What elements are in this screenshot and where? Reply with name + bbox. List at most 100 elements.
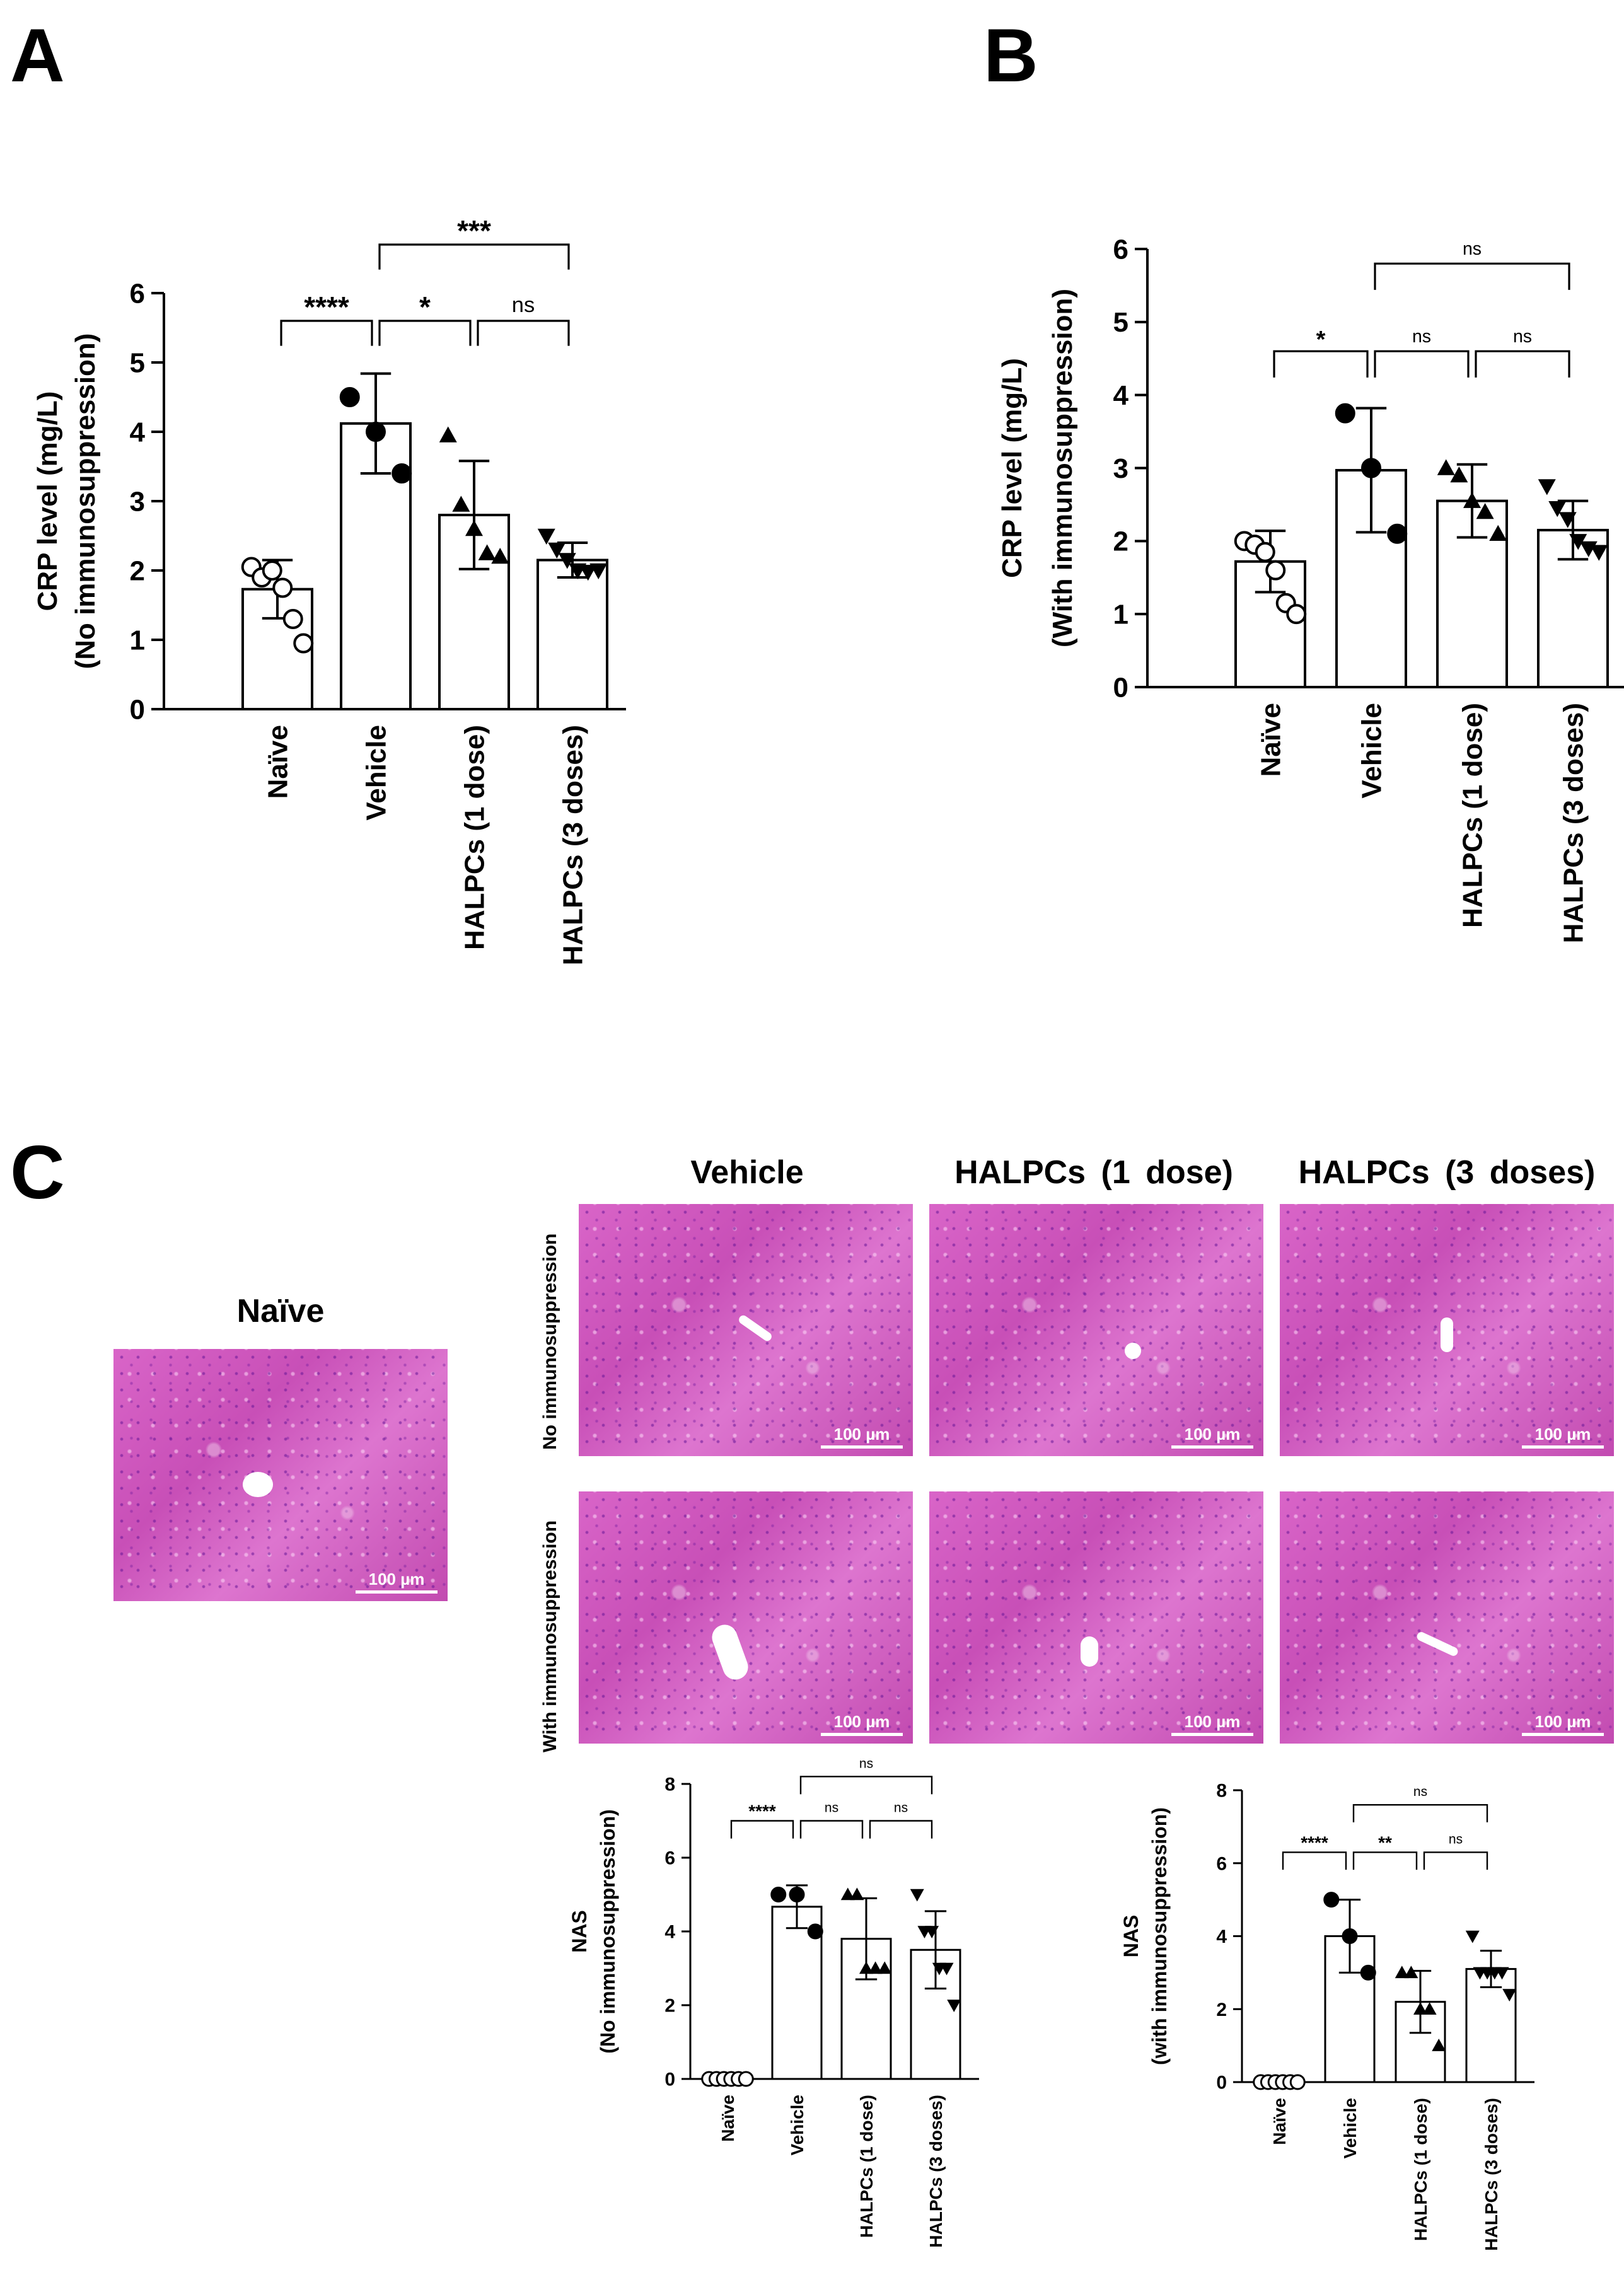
category-label: Vehicle bbox=[361, 725, 392, 821]
scale-bar-label: 100 µm bbox=[833, 1425, 890, 1444]
y-tick-label: 5 bbox=[130, 347, 145, 378]
scale-bar: 100 µm bbox=[821, 1425, 903, 1449]
data-point bbox=[1558, 512, 1577, 528]
panel-label-a: A bbox=[10, 13, 65, 98]
scale-bar-label: 100 µm bbox=[1184, 1712, 1241, 1731]
significance-label: ns bbox=[859, 1756, 873, 1771]
significance-label: ns bbox=[894, 1801, 908, 1815]
y-tick-label: 3 bbox=[1113, 453, 1128, 484]
row-label-with-immunosuppression: With immunosuppression bbox=[540, 1520, 560, 1752]
data-point bbox=[738, 2071, 754, 2087]
data-point bbox=[1489, 524, 1507, 541]
column-title-halpcs-3-doses: HALPCs (3 doses) bbox=[1298, 1154, 1596, 1191]
data-point bbox=[491, 548, 509, 564]
data-point bbox=[1395, 1965, 1409, 1979]
category-label: Vehicle bbox=[787, 2095, 807, 2156]
y-tick-label: 0 bbox=[1216, 2073, 1227, 2093]
significance-bracket bbox=[378, 320, 472, 346]
category-label: Vehicle bbox=[1340, 2098, 1360, 2159]
category-label: HALPCs (3 doses) bbox=[926, 2095, 946, 2248]
data-point bbox=[910, 1889, 924, 1902]
y-tick-label: 3 bbox=[130, 486, 145, 517]
category-label: HALPCs (3 doses) bbox=[1558, 703, 1589, 943]
scale-bar: 100 µm bbox=[1171, 1425, 1253, 1449]
data-point bbox=[1590, 545, 1608, 561]
y-tick-label: 6 bbox=[664, 1848, 675, 1869]
y-axis-label-subtitle: (No immunosuppression) bbox=[70, 333, 101, 669]
significance-bracket bbox=[280, 320, 373, 346]
data-point bbox=[868, 1961, 883, 1974]
data-point bbox=[392, 463, 412, 483]
data-point bbox=[1437, 459, 1455, 475]
data-point bbox=[1502, 1989, 1517, 2002]
category-label: HALPCs (3 doses) bbox=[557, 725, 588, 965]
significance-label: ns bbox=[512, 293, 535, 317]
histology-halpcs3-with-immuno: 100 µm bbox=[1280, 1491, 1614, 1744]
y-tick-label: 4 bbox=[130, 417, 146, 448]
scale-bar: 100 µm bbox=[821, 1712, 903, 1736]
scale-bar-label: 100 µm bbox=[1184, 1425, 1241, 1444]
data-point bbox=[465, 520, 483, 536]
category-label: Naïve bbox=[1255, 703, 1286, 777]
data-point bbox=[1387, 523, 1408, 544]
significance-label: ns bbox=[1449, 1832, 1463, 1846]
significance-bracket bbox=[1423, 1851, 1488, 1870]
data-point bbox=[840, 1887, 855, 1901]
panel-label-c: C bbox=[10, 1130, 65, 1215]
y-axis-label: CRP level (mg/L) bbox=[997, 358, 1028, 578]
data-point bbox=[925, 1926, 939, 1938]
data-point bbox=[1422, 2002, 1437, 2015]
significance-label: ns bbox=[1413, 1785, 1427, 1799]
significance-bracket bbox=[730, 1820, 794, 1839]
y-tick-label: 4 bbox=[1113, 380, 1129, 411]
category-label: Vehicle bbox=[1356, 703, 1387, 799]
significance-label: **** bbox=[304, 291, 349, 323]
significance-bracket bbox=[1282, 1851, 1347, 1870]
data-point bbox=[1286, 604, 1307, 625]
data-point bbox=[1335, 403, 1355, 424]
histology-halpcs1-no-immuno: 100 µm bbox=[929, 1204, 1263, 1456]
bar bbox=[1465, 1968, 1517, 2083]
data-point bbox=[478, 544, 496, 560]
y-tick-label: 4 bbox=[664, 1922, 675, 1943]
histology-halpcs3-no-immuno: 100 µm bbox=[1280, 1204, 1614, 1456]
naive-histology-image: 100 µm bbox=[113, 1349, 448, 1601]
data-point bbox=[1360, 1964, 1376, 1981]
data-point bbox=[1361, 458, 1381, 478]
bar bbox=[438, 514, 510, 710]
data-point bbox=[1569, 534, 1587, 550]
y-tick-label: 5 bbox=[1113, 307, 1128, 338]
histology-halpcs1-with-immuno: 100 µm bbox=[929, 1491, 1263, 1744]
significance-bracket bbox=[1273, 350, 1369, 378]
data-point bbox=[262, 560, 282, 581]
data-point bbox=[1450, 466, 1468, 483]
significance-bracket bbox=[869, 1820, 933, 1839]
data-point bbox=[850, 1887, 864, 1901]
y-axis-label-subtitle: (No immunosuppression) bbox=[596, 1809, 619, 2054]
y-tick-label: 2 bbox=[664, 1996, 675, 2017]
category-label: HALPCs (1 dose) bbox=[1457, 703, 1488, 928]
y-tick-label: 8 bbox=[1216, 1781, 1227, 1802]
data-point bbox=[1463, 492, 1481, 508]
y-tick-label: 0 bbox=[130, 694, 145, 725]
data-point bbox=[1538, 479, 1556, 495]
y-axis-label-subtitle: (With immunosuppression) bbox=[1047, 289, 1078, 647]
panel-label-b: B bbox=[983, 13, 1038, 98]
y-tick-label: 4 bbox=[1216, 1926, 1227, 1947]
significance-label: ns bbox=[1513, 327, 1532, 347]
data-point bbox=[548, 542, 566, 559]
significance-bracket bbox=[1374, 262, 1570, 290]
data-point bbox=[1323, 1892, 1340, 1908]
significance-bracket bbox=[378, 243, 570, 270]
category-label: HALPCs (1 dose) bbox=[857, 2095, 876, 2238]
y-tick-label: 8 bbox=[664, 1774, 675, 1795]
row-label-no-immunosuppression: No immunosuppression bbox=[540, 1233, 560, 1450]
scale-bar: 100 µm bbox=[1171, 1712, 1253, 1736]
naive-histology-title: Naïve bbox=[236, 1293, 325, 1329]
data-point bbox=[1548, 501, 1567, 518]
scale-bar-label: 100 µm bbox=[1534, 1425, 1591, 1444]
data-point bbox=[293, 633, 314, 654]
significance-label: **** bbox=[1301, 1832, 1328, 1852]
